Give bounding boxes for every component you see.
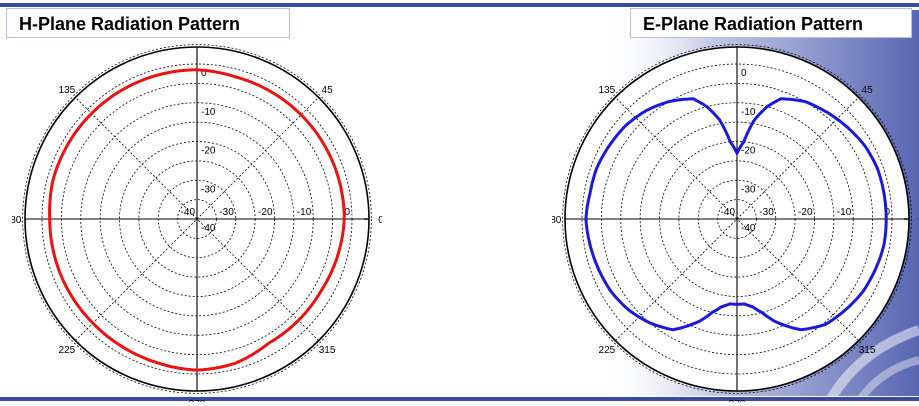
angle-tick-label: 225 <box>59 345 76 356</box>
radial-tick-label-vertical: -20 <box>201 146 216 157</box>
radial-tick-label-vertical: -30 <box>201 184 216 195</box>
radial-tick-label-vertical: 0 <box>741 68 747 79</box>
angle-tick-label: 135 <box>599 85 616 96</box>
bottom-accent-bar <box>0 397 919 401</box>
h-plane-pattern-trace <box>48 68 346 372</box>
angle-grid-line <box>75 97 319 341</box>
angle-tick-label: 270 <box>729 399 746 402</box>
radial-grid-ring <box>562 44 912 394</box>
angle-tick-label: 315 <box>319 345 336 356</box>
angle-tick-label: 180 <box>12 215 22 226</box>
angle-tick-label: 45 <box>862 85 874 96</box>
angle-tick-label: 0 <box>378 215 382 226</box>
angle-tick-label: 270 <box>189 399 206 402</box>
angle-tick-label: 315 <box>859 345 876 356</box>
radial-tick-label-vertical: -10 <box>741 107 756 118</box>
angle-tick-label: 45 <box>322 85 334 96</box>
radial-tick-label-horizontal: -10 <box>837 207 852 218</box>
e-plane-title: E-Plane Radiation Pattern <box>630 8 912 38</box>
e-plane-pattern-trace <box>584 97 888 332</box>
radial-tick-label-horizontal: -40 <box>721 207 736 218</box>
radial-tick-label-horizontal: -20 <box>258 207 273 218</box>
radial-tick-label-horizontal: -20 <box>798 207 813 218</box>
radial-grid-ring <box>22 44 372 394</box>
radial-tick-label-horizontal: -40 <box>181 207 196 218</box>
angle-tick-label: 180 <box>552 215 562 226</box>
angle-tick-label: 225 <box>599 345 616 356</box>
radial-tick-label-horizontal: -30 <box>219 207 234 218</box>
angle-tick-label: 90 <box>731 40 743 42</box>
radial-tick-label-vertical: 0 <box>201 68 207 79</box>
h-plane-polar-chart: 0 45 90 135 180 225 270 315 0 0 -10 -10 -20 -20 -30 -30… <box>12 40 382 402</box>
radial-tick-label-horizontal: 0 <box>344 207 350 218</box>
radial-tick-label-vertical: -40 <box>741 223 756 234</box>
radial-tick-label-vertical: -30 <box>741 184 756 195</box>
radial-tick-label-vertical: -20 <box>741 146 756 157</box>
radial-tick-label-vertical: -40 <box>201 223 216 234</box>
radial-tick-label-horizontal: -10 <box>297 207 312 218</box>
h-plane-title: H-Plane Radiation Pattern <box>6 8 290 38</box>
angle-tick-label: 90 <box>191 40 203 42</box>
radial-tick-label-vertical: -10 <box>201 107 216 118</box>
radial-tick-label-horizontal: -30 <box>759 207 774 218</box>
angle-tick-label: 135 <box>59 85 76 96</box>
angle-grid-line <box>615 97 859 341</box>
e-plane-polar-chart: 0459013518022527031500-10-10-20-20-30-30… <box>552 40 919 402</box>
top-accent-bar <box>0 3 919 7</box>
